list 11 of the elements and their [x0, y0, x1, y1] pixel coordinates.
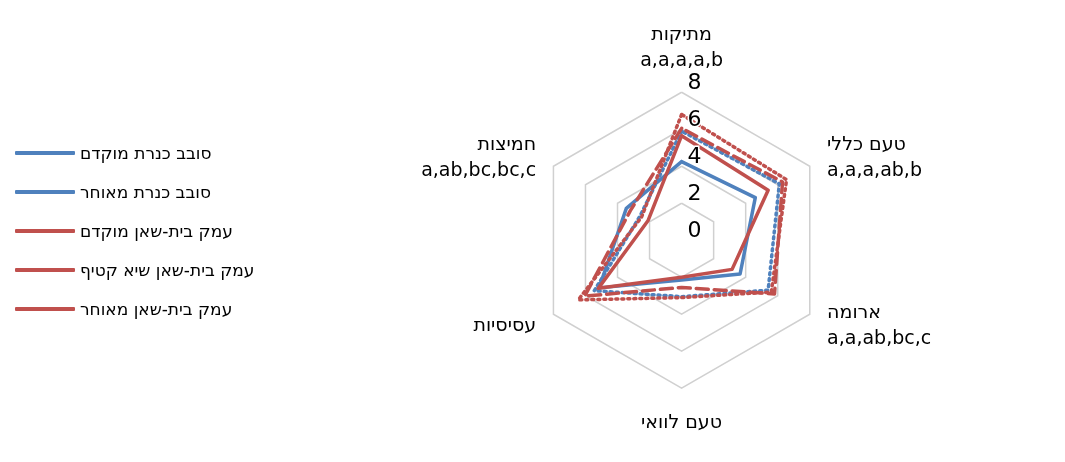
- legend-label: עמק בית-שאן מאוחר: [80, 299, 233, 319]
- legend-label: סובב כנרת מאוחר: [80, 182, 211, 202]
- y-tick-label: 2: [687, 179, 702, 205]
- legend-label: עמק בית-שאן מוקדם: [80, 221, 233, 241]
- spoke-label: טעם לוואי: [641, 410, 723, 433]
- y-tick-label: 8: [687, 68, 702, 94]
- spoke-label: עסיסיות: [473, 313, 537, 336]
- y-tick-label: 0: [687, 216, 702, 242]
- legend-label: סובב כנרת מוקדם: [80, 143, 212, 163]
- y-tick-label: 4: [687, 142, 702, 168]
- legend-label: עמק בית-שאן שיא קטיף: [80, 260, 255, 280]
